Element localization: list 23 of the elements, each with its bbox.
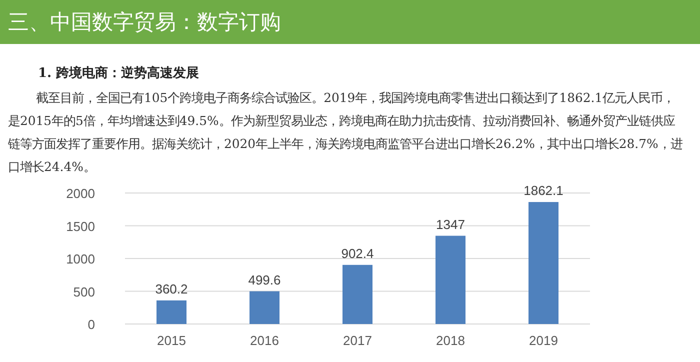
x-tick-label: 2015 (157, 333, 186, 348)
data-label: 902.4 (341, 246, 374, 261)
bar (342, 264, 372, 324)
y-tick-label: 1000 (66, 252, 95, 266)
data-label: 1862.1 (524, 183, 564, 198)
bar (250, 291, 280, 324)
chart-title: 三、中国数字贸易：数字订购 (0, 0, 700, 44)
bar (436, 236, 466, 324)
chart-subtitle: 1. 跨境电商：逆势高速发展 (38, 64, 200, 82)
data-label: 360.2 (155, 281, 188, 296)
x-tick-label: 2018 (436, 333, 465, 348)
x-tick-label: 2017 (343, 333, 372, 348)
y-tick-label: 1500 (66, 218, 95, 234)
text: 截至目前，全国已有105个跨境电子商务综合试验区。2019年，我国跨境电商零售进出口额达到了1862.1亿元人民币，是2015年的5倍，年均增速达到49.5%。作为新型贸易业态，跨境电商在助力抗击疫情、拉动消费回补、畅通外贸产业链供应链等方面发挥了重要作用。据海关统计，2020年上半年，海关跨境电商监管平台进出口增长26.2%，其中出口增长28.7%，进口增长24.4%。 (8, 89, 684, 176)
y-tick-label: 2000 (66, 186, 95, 201)
bar (156, 300, 186, 324)
x-tick-label: 2016 (250, 333, 279, 348)
data-label: 499.6 (248, 272, 281, 288)
x-tick-label: 2019 (529, 333, 558, 348)
bar (528, 202, 558, 324)
y-tick-label: 0 (88, 317, 95, 332)
y-tick-label: 500 (73, 284, 95, 300)
data-label: 1347 (436, 216, 465, 232)
